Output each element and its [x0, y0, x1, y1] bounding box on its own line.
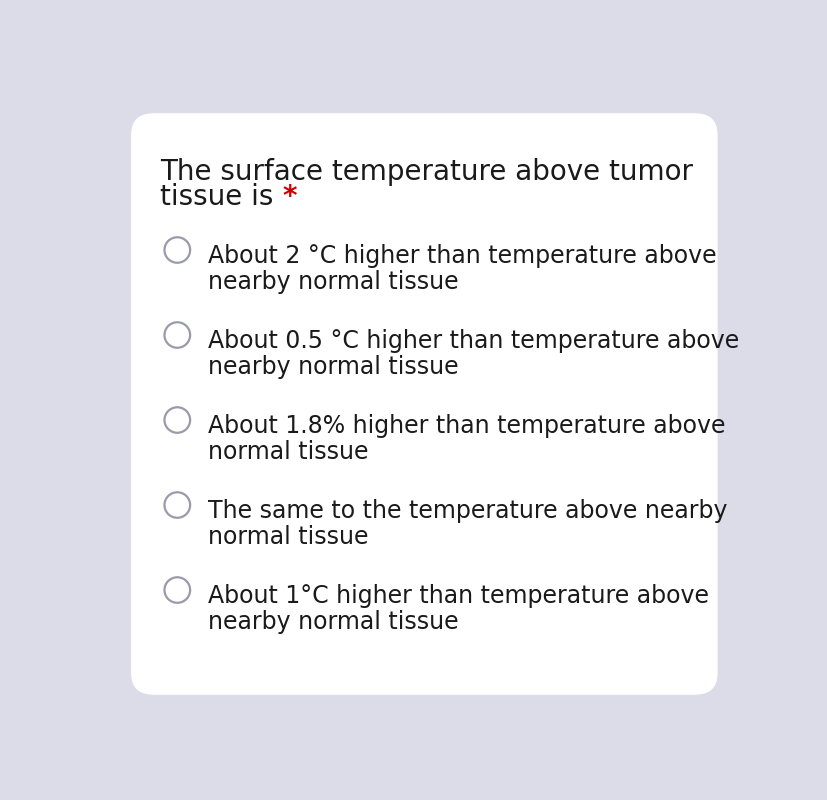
Text: normal tissue: normal tissue	[208, 440, 368, 464]
Text: About 1.8% higher than temperature above: About 1.8% higher than temperature above	[208, 414, 724, 438]
Text: The surface temperature above tumor: The surface temperature above tumor	[160, 158, 692, 186]
Text: nearby normal tissue: nearby normal tissue	[208, 610, 458, 634]
Text: nearby normal tissue: nearby normal tissue	[208, 355, 458, 379]
Text: *: *	[282, 183, 296, 211]
Text: tissue is: tissue is	[160, 183, 282, 211]
Text: normal tissue: normal tissue	[208, 526, 368, 550]
Text: About 0.5 °C higher than temperature above: About 0.5 °C higher than temperature abo…	[208, 329, 739, 353]
Text: About 2 °C higher than temperature above: About 2 °C higher than temperature above	[208, 244, 716, 268]
Text: nearby normal tissue: nearby normal tissue	[208, 270, 458, 294]
Text: About 1°C higher than temperature above: About 1°C higher than temperature above	[208, 584, 708, 608]
FancyBboxPatch shape	[131, 114, 717, 694]
Text: The same to the temperature above nearby: The same to the temperature above nearby	[208, 499, 727, 523]
